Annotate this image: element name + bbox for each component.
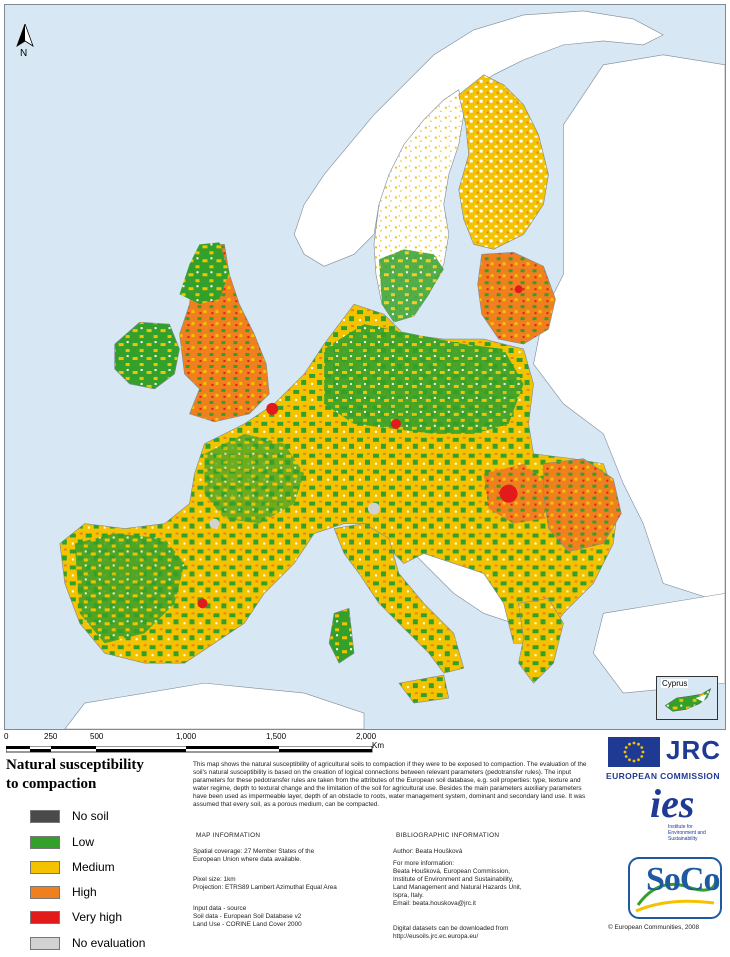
legend-swatch: [30, 809, 60, 823]
region-greece: [518, 598, 564, 684]
eu-star-icon: [624, 746, 628, 749]
scale-bar: [6, 740, 376, 758]
zone-spain-low: [74, 533, 185, 644]
legend-item: No evaluation: [30, 935, 190, 951]
hotspot-netherlands: [266, 402, 279, 415]
zone-germany-low: [324, 324, 524, 434]
map-description: This map shows the natural susceptibilit…: [193, 761, 587, 808]
region-baltics: [477, 252, 556, 345]
legend-label: Very high: [72, 910, 123, 924]
biblio-more: For more information: Beata Houšková, Eu…: [393, 860, 522, 907]
biblio-download: Digital datasets can be downloaded from …: [393, 925, 509, 940]
region-scotland: [179, 242, 230, 305]
copyright: © European Communities, 2008: [608, 924, 700, 931]
scale-bar-graphic: [6, 746, 373, 753]
zone-france-low: [204, 433, 305, 524]
eu-star-icon: [632, 759, 636, 763]
jrc-wordmark: JRC: [666, 735, 722, 765]
soco-logo: SoCo: [628, 857, 722, 919]
zone-romania: [543, 458, 622, 552]
cyprus-map: [664, 687, 712, 712]
ies-wordmark: ies: [650, 781, 695, 826]
region-italy: [333, 523, 465, 674]
legend-label: High: [72, 885, 97, 899]
hotspot-baltic: [514, 285, 523, 294]
eu-star-icon: [632, 741, 636, 745]
eu-star-icon: [640, 755, 644, 758]
ies-subtitle: Institute for Environment and Sustainabi…: [668, 824, 706, 842]
map-info-pixel: Pixel size: 1km Projection: ETRS89 Lambe…: [193, 876, 337, 891]
legend-title: Natural susceptibility to compaction: [6, 756, 182, 794]
eu-star-icon: [637, 758, 640, 762]
eu-flag-icon: [608, 737, 660, 767]
region-sweden-south: [378, 249, 444, 323]
hotspot-hungary: [499, 484, 518, 503]
map-info-coverage: Spatial coverage: 27 Member States of th…: [193, 848, 315, 863]
region-sicily: [398, 674, 450, 704]
legend-item: No soil: [30, 808, 190, 824]
legend-label: No soil: [72, 809, 109, 823]
legend-label: Low: [72, 835, 95, 849]
map-panel: [4, 4, 726, 730]
scale-tick-1500: 1,500: [266, 732, 287, 741]
legend-item: Very high: [30, 909, 190, 925]
cyprus-inset: Cyprus: [656, 676, 718, 720]
noeval-alps: [367, 502, 380, 515]
north-arrow-icon: [16, 24, 34, 47]
legend-swatch: [30, 885, 60, 899]
hotspot-germany: [390, 418, 401, 429]
soco-wordmark: SoCo: [646, 861, 720, 898]
eu-star-icon: [640, 746, 644, 749]
legend-item: High: [30, 884, 190, 900]
scale-tick-500: 500: [90, 732, 104, 741]
region-ireland: [114, 321, 180, 390]
non-eu-land-africa: [64, 682, 365, 729]
legend-title-line2: to compaction: [6, 776, 97, 792]
soco-logo-graphic: [628, 857, 722, 919]
scale-tick-250: 250: [44, 732, 58, 741]
scale-tick-2000: 2,000: [356, 732, 377, 741]
eu-star-icon: [628, 758, 631, 762]
legend-swatch: [30, 860, 60, 874]
cyprus-label: Cyprus: [661, 679, 689, 688]
eu-star-icon: [637, 742, 640, 746]
jrc-logo: JRC EUROPEAN COMMISSION: [606, 735, 726, 783]
legend-swatch: [30, 835, 60, 849]
europe-map: [59, 10, 725, 729]
map-info-title: MAP INFORMATION: [196, 832, 261, 839]
scale-unit: Km: [372, 741, 384, 750]
legend-swatch: [30, 936, 60, 950]
legend-item: Low: [30, 834, 190, 850]
legend-label: No evaluation: [72, 936, 146, 950]
north-label: N: [20, 48, 28, 59]
region-sardinia: [328, 607, 355, 664]
eu-star-icon: [623, 750, 627, 754]
eu-star-icon: [624, 755, 628, 758]
region-finland: [458, 74, 549, 250]
scale-tick-1000: 1,000: [176, 732, 197, 741]
legend-item: Medium: [30, 859, 190, 875]
ec-wordmark: EUROPEAN COMMISSION: [606, 771, 720, 781]
biblio-title: BIBLIOGRAPHIC INFORMATION: [396, 832, 500, 839]
hotspot-spain: [197, 598, 208, 609]
noeval-pyrenees: [209, 518, 220, 529]
map-info-input: Input data - source Soil data - European…: [193, 905, 302, 928]
legend-label: Medium: [72, 860, 115, 874]
ies-logo: ies Institute for Environment and Sustai…: [646, 782, 726, 846]
eu-star-icon: [628, 742, 631, 746]
legend-title-line1: Natural susceptibility: [6, 757, 144, 773]
scale-tick-0: 0: [4, 732, 9, 741]
biblio-author: Author: Beata Houšková: [393, 848, 463, 855]
legend-swatch: [30, 910, 60, 924]
eu-star-icon: [641, 750, 645, 754]
